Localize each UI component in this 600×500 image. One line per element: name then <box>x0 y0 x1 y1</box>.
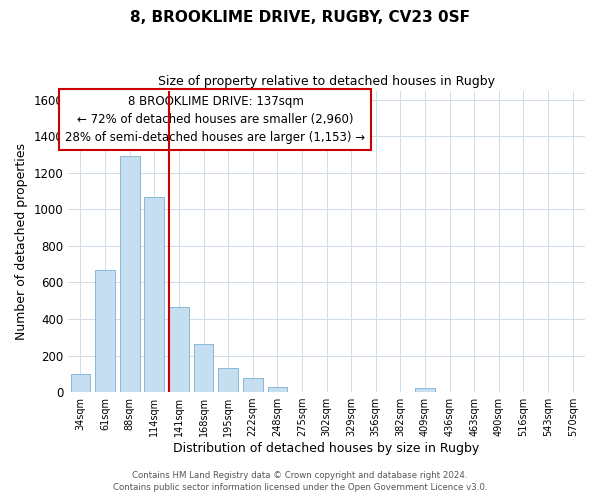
Bar <box>71 374 91 392</box>
Bar <box>415 388 435 392</box>
Text: 8 BROOKLIME DRIVE: 137sqm
← 72% of detached houses are smaller (2,960)
28% of se: 8 BROOKLIME DRIVE: 137sqm ← 72% of detac… <box>65 95 365 144</box>
Title: Size of property relative to detached houses in Rugby: Size of property relative to detached ho… <box>158 75 495 88</box>
Bar <box>169 307 189 392</box>
X-axis label: Distribution of detached houses by size in Rugby: Distribution of detached houses by size … <box>173 442 480 455</box>
Bar <box>120 156 140 392</box>
Bar <box>145 196 164 392</box>
Bar <box>218 368 238 392</box>
Y-axis label: Number of detached properties: Number of detached properties <box>15 143 28 340</box>
Bar <box>194 344 214 392</box>
Bar <box>95 270 115 392</box>
Bar <box>243 378 263 392</box>
Text: Contains HM Land Registry data © Crown copyright and database right 2024.
Contai: Contains HM Land Registry data © Crown c… <box>113 471 487 492</box>
Text: 8, BROOKLIME DRIVE, RUGBY, CV23 0SF: 8, BROOKLIME DRIVE, RUGBY, CV23 0SF <box>130 10 470 25</box>
Bar <box>268 386 287 392</box>
